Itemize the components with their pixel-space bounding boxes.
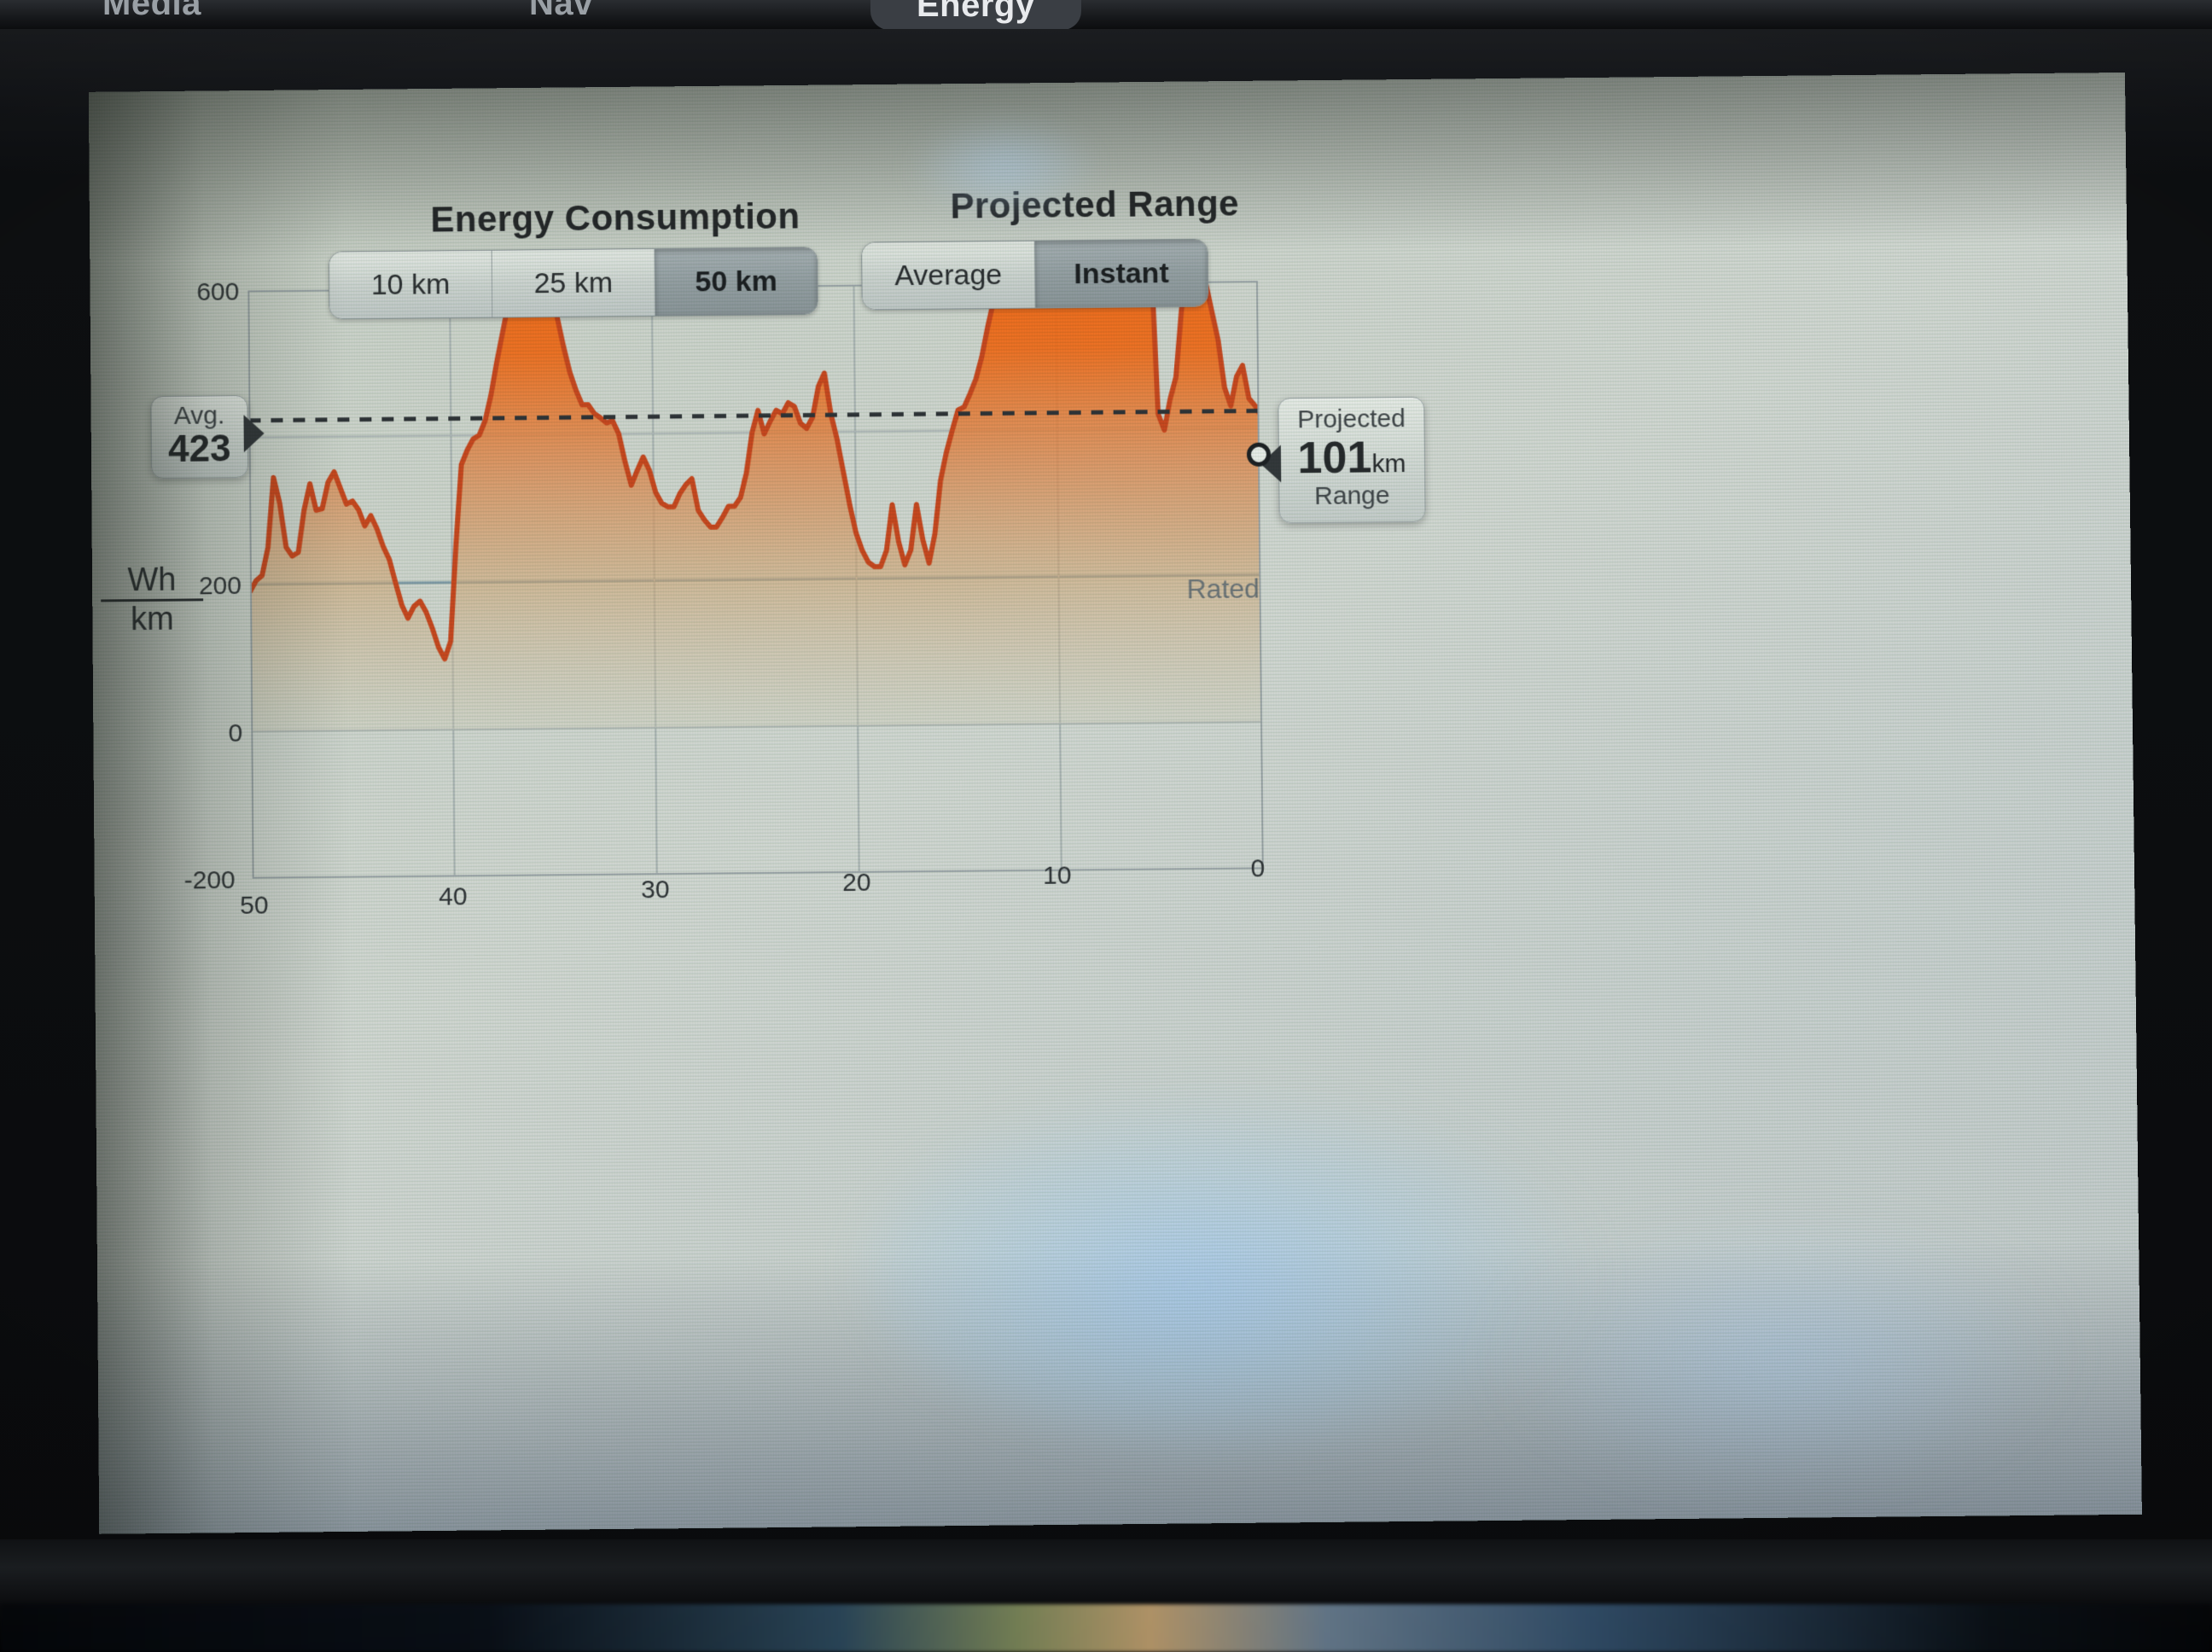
y-axis-unit-label: Wh km (100, 562, 204, 637)
projected-range-badge-label: Projected (1296, 404, 1406, 434)
chart-svg (247, 281, 1263, 879)
range-mode-average[interactable]: Average (862, 241, 1036, 310)
projected-range-unit: km (1371, 449, 1406, 478)
average-badge-pointer-icon (243, 414, 265, 453)
tab-media[interactable]: Media (102, 0, 201, 22)
distance-option-10km[interactable]: 10 km (329, 250, 493, 319)
x-axis-label-0: 0 (1250, 854, 1266, 883)
distance-option-50km[interactable]: 50 km (655, 247, 818, 316)
energy-consumption-chart (247, 281, 1263, 879)
windshield-reflection (0, 1604, 2212, 1652)
consumption-area (250, 281, 1263, 732)
projected-range-badge: Projected 101km Range (1260, 396, 1426, 524)
energy-consumption-title: Energy Consumption (430, 195, 800, 240)
range-mode-instant[interactable]: Instant (1034, 239, 1208, 308)
x-axis-label-40: 40 (439, 882, 468, 911)
unit-denominator: km (130, 601, 174, 637)
screen-shadow-top (88, 72, 2128, 263)
x-axis-label-50: 50 (240, 891, 269, 920)
consumption-line (247, 281, 1263, 662)
average-badge-label: Avg. (173, 401, 225, 430)
distance-option-25km[interactable]: 25 km (492, 248, 656, 317)
tab-energy[interactable]: Energy (870, 0, 1081, 29)
cursor-point-marker-icon (1246, 442, 1272, 467)
projected-range-title: Projected Range (950, 183, 1240, 226)
x-axis-label-10: 10 (1042, 861, 1072, 890)
projected-range-sublabel: Range (1314, 481, 1390, 511)
x-axis-label-20: 20 (842, 868, 871, 898)
average-badge-value: 423 (167, 428, 231, 470)
tab-nav[interactable]: Nav (529, 0, 593, 22)
rated-line-label: Rated (1186, 573, 1260, 605)
projected-range-value: 101 (1297, 432, 1372, 483)
range-mode-segmented-control[interactable]: Average Instant (861, 238, 1209, 311)
tesla-energy-screen: Energy Consumption Projected Range 10 km… (88, 72, 2142, 1534)
y-axis-label-600: 600 (196, 277, 240, 306)
y-axis-label-0: 0 (228, 718, 243, 747)
unit-numerator: Wh (100, 562, 204, 602)
distance-segmented-control[interactable]: 10 km 25 km 50 km (328, 247, 818, 320)
screen-glare-right (1481, 1207, 2082, 1504)
x-axis-label-30: 30 (641, 875, 670, 905)
average-consumption-badge: Avg. 423 (150, 395, 265, 480)
screen-glare-center (864, 1083, 1604, 1450)
top-tabbar: Media Nav Energy (0, 0, 2212, 29)
dashboard-lower-trim (0, 1539, 2212, 1652)
screen-shadow-bottom (96, 1240, 2142, 1534)
